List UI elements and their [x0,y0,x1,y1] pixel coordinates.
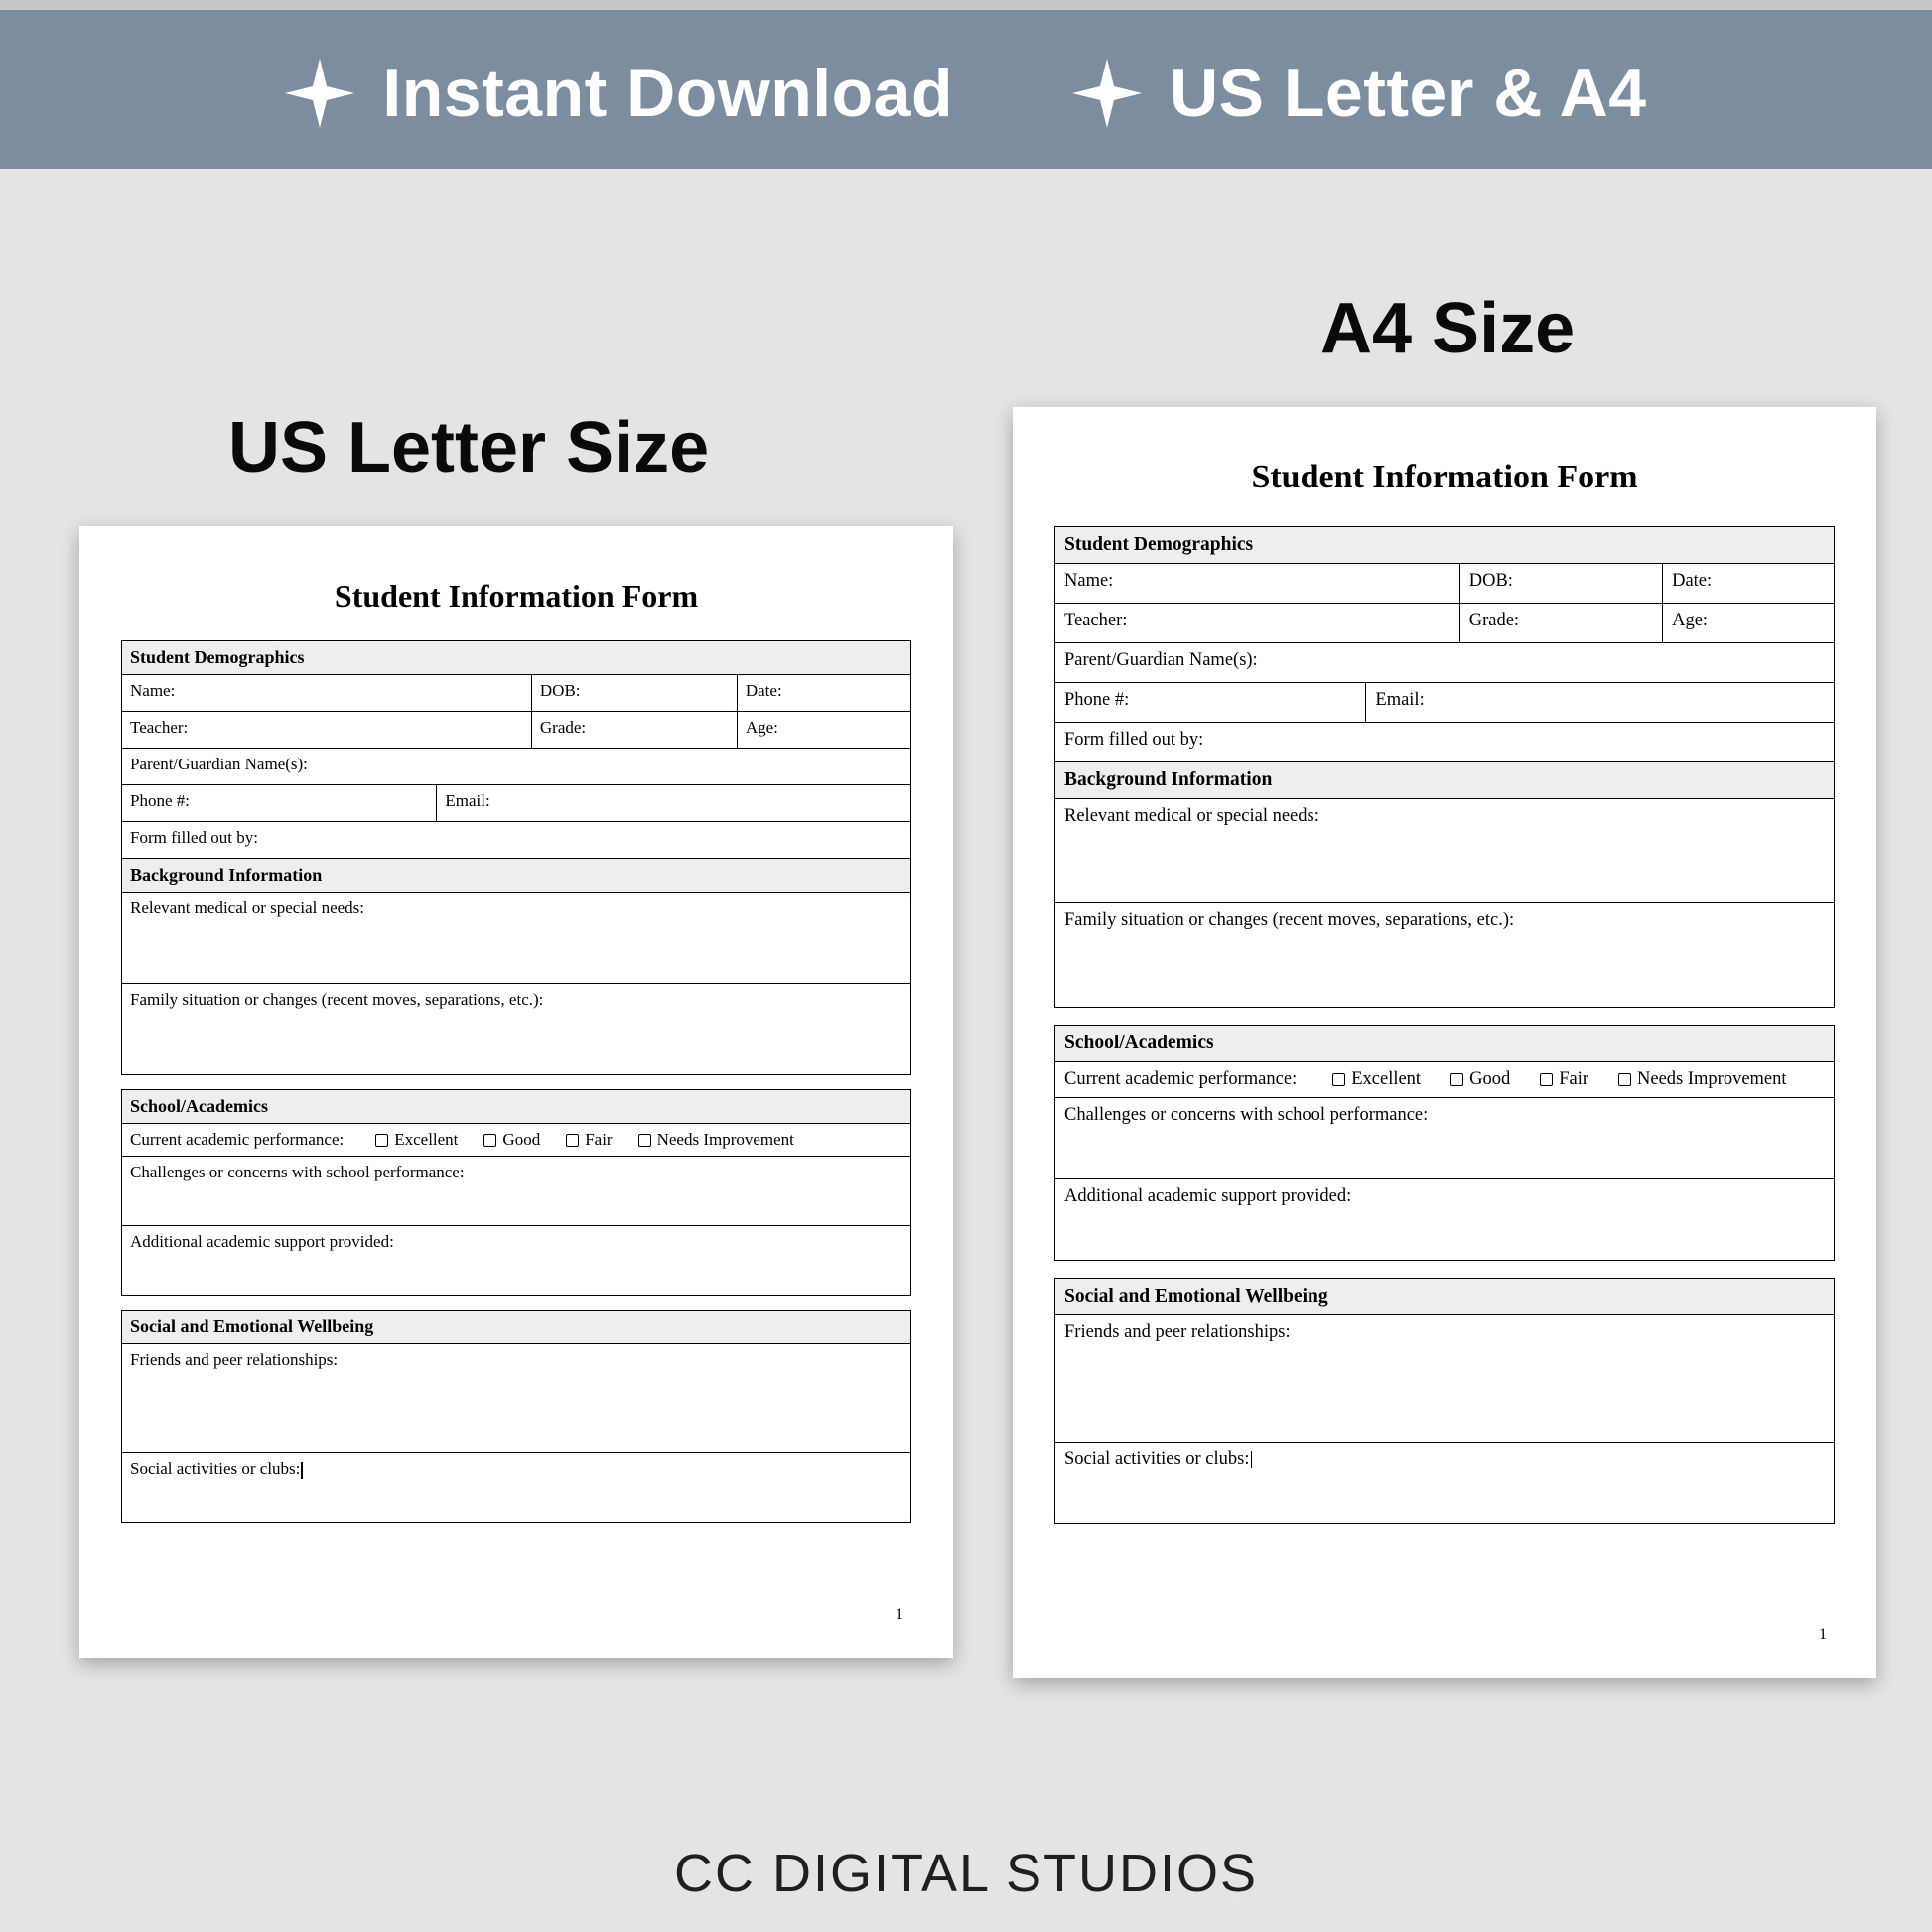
page-number: 1 [1054,1626,1835,1644]
field-name[interactable]: Name: [1054,564,1460,604]
field-name[interactable]: Name: [121,675,532,712]
field-support[interactable]: Additional academic support provided: [1054,1179,1835,1261]
field-filled-by[interactable]: Form filled out by: [1054,723,1835,762]
field-filled-by[interactable]: Form filled out by: [121,822,911,859]
form-title: Student Information Form [1054,459,1835,496]
performance-label: Current academic performance: [1064,1069,1297,1090]
section-social: Social and Emotional Wellbeing [121,1310,911,1344]
banner-text-sizes: US Letter & A4 [1170,55,1647,132]
cursor-icon [301,1462,303,1479]
checkbox-icon[interactable] [1618,1073,1631,1086]
label-a4: A4 Size [1320,288,1575,369]
field-challenges[interactable]: Challenges or concerns with school perfo… [1054,1098,1835,1179]
field-phone[interactable]: Phone #: [121,785,437,822]
section-background: Background Information [1054,762,1835,799]
checkbox-icon[interactable] [375,1134,388,1147]
field-grade[interactable]: Grade: [1460,604,1663,643]
field-teacher[interactable]: Teacher: [121,712,532,749]
section-demographics: Student Demographics [1054,526,1835,564]
option-good[interactable]: Good [1450,1069,1510,1090]
option-good[interactable]: Good [483,1130,540,1150]
field-family[interactable]: Family situation or changes (recent move… [121,984,911,1075]
checkbox-icon[interactable] [638,1134,651,1147]
performance-label: Current academic performance: [130,1130,344,1150]
field-dob[interactable]: DOB: [1460,564,1663,604]
label-us-letter: US Letter Size [228,407,709,488]
section-academics: School/Academics [1054,1025,1835,1062]
field-grade[interactable]: Grade: [532,712,738,749]
field-date[interactable]: Date: [1663,564,1835,604]
checkbox-icon[interactable] [1540,1073,1553,1086]
option-fair[interactable]: Fair [1540,1069,1588,1090]
sparkle-icon [1072,59,1142,128]
field-email[interactable]: Email: [1366,683,1835,723]
field-medical[interactable]: Relevant medical or special needs: [121,893,911,984]
option-excellent[interactable]: Excellent [1332,1069,1421,1090]
row-name: Name: DOB: Date: [1054,564,1835,604]
field-email[interactable]: Email: [437,785,911,822]
row-name: Name: DOB: Date: [121,675,911,712]
field-date[interactable]: Date: [738,675,911,712]
page-us-letter: Student Information Form Student Demogra… [79,526,953,1658]
field-age[interactable]: Age: [1663,604,1835,643]
field-friends[interactable]: Friends and peer relationships: [121,1344,911,1453]
field-phone[interactable]: Phone #: [1054,683,1366,723]
checkbox-icon[interactable] [566,1134,579,1147]
field-challenges[interactable]: Challenges or concerns with school perfo… [121,1157,911,1226]
option-needs-improvement[interactable]: Needs Improvement [1618,1069,1787,1090]
row-teacher: Teacher: Grade: Age: [121,712,911,749]
field-friends[interactable]: Friends and peer relationships: [1054,1315,1835,1443]
checkbox-icon[interactable] [1450,1073,1463,1086]
section-social: Social and Emotional Wellbeing [1054,1278,1835,1315]
field-parent[interactable]: Parent/Guardian Name(s): [121,749,911,785]
footer-brand: CC DIGITAL STUDIOS [0,1843,1932,1904]
top-banner: Instant Download US Letter & A4 [0,0,1932,169]
field-support[interactable]: Additional academic support provided: [121,1226,911,1296]
checkbox-icon[interactable] [483,1134,496,1147]
checkbox-icon[interactable] [1332,1073,1345,1086]
field-family[interactable]: Family situation or changes (recent move… [1054,903,1835,1008]
field-parent[interactable]: Parent/Guardian Name(s): [1054,643,1835,683]
field-activities[interactable]: Social activities or clubs: [1054,1443,1835,1524]
banner-item-sizes: US Letter & A4 [1072,55,1647,132]
row-phone: Phone #: Email: [121,785,911,822]
form-title: Student Information Form [121,578,911,615]
field-teacher[interactable]: Teacher: [1054,604,1460,643]
option-excellent[interactable]: Excellent [375,1130,458,1150]
row-performance: Current academic performance: Excellent … [1054,1062,1835,1098]
banner-item-download: Instant Download [285,55,953,132]
row-teacher: Teacher: Grade: Age: [1054,604,1835,643]
row-phone: Phone #: Email: [1054,683,1835,723]
section-academics: School/Academics [121,1089,911,1124]
field-dob[interactable]: DOB: [532,675,738,712]
cursor-icon [1251,1451,1253,1468]
option-fair[interactable]: Fair [566,1130,612,1150]
field-activities[interactable]: Social activities or clubs: [121,1453,911,1523]
page-a4: Student Information Form Student Demogra… [1013,407,1876,1678]
field-medical[interactable]: Relevant medical or special needs: [1054,799,1835,903]
option-needs-improvement[interactable]: Needs Improvement [638,1130,794,1150]
row-performance: Current academic performance: Excellent … [121,1124,911,1157]
banner-text-download: Instant Download [382,55,953,132]
section-background: Background Information [121,859,911,893]
sparkle-icon [285,59,354,128]
section-demographics: Student Demographics [121,640,911,675]
field-age[interactable]: Age: [738,712,911,749]
page-number: 1 [121,1606,911,1624]
